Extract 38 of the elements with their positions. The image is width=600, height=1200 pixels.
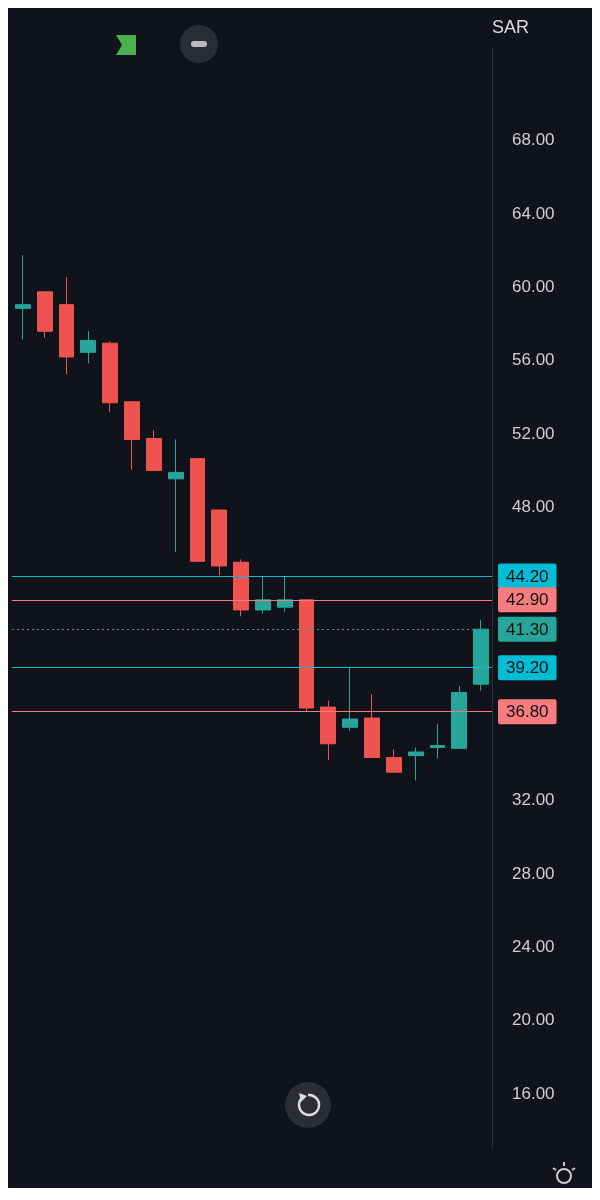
y-tick-label: 64.00 — [512, 203, 555, 223]
candlestick — [37, 291, 53, 339]
ref-line-label: 44.20 — [506, 566, 549, 586]
candlestick — [168, 438, 184, 553]
y-tick-label: 48.00 — [512, 496, 555, 516]
ref-line-label: 41.30 — [506, 619, 549, 639]
candlestick — [299, 599, 314, 713]
ref-line-label: 42.90 — [506, 590, 549, 610]
candlestick — [430, 723, 445, 759]
candlestick — [124, 401, 140, 471]
y-tick-label: 32.00 — [512, 790, 555, 810]
y-tick-label: 24.00 — [512, 936, 555, 956]
candlestick — [59, 276, 74, 375]
candlestick — [255, 575, 271, 615]
candlestick — [408, 746, 424, 781]
candlestick — [211, 509, 227, 576]
candlestick — [146, 429, 162, 472]
y-tick-label: 52.00 — [512, 423, 555, 443]
y-tick-label: 28.00 — [512, 863, 555, 883]
ref-line-label: 39.20 — [506, 658, 549, 678]
candlestick — [233, 559, 249, 617]
ref-line-label: 36.80 — [506, 702, 549, 722]
y-axis-title: SAR — [492, 17, 530, 37]
y-tick-label: 68.00 — [512, 130, 555, 150]
candlestick — [386, 748, 402, 773]
candlestick — [80, 330, 96, 364]
candlestick — [364, 693, 380, 758]
candlestick — [320, 700, 336, 761]
candlestick — [102, 340, 118, 413]
candlestick — [15, 254, 31, 340]
candlestick — [190, 458, 205, 562]
candlestick — [277, 575, 293, 613]
y-tick-label: 56.00 — [512, 350, 555, 370]
candlestick — [342, 667, 358, 732]
y-tick-label: 16.00 — [512, 1083, 555, 1103]
y-tick-label: 20.00 — [512, 1010, 555, 1030]
y-tick-label: 60.00 — [512, 276, 555, 296]
candlestick — [451, 685, 467, 749]
